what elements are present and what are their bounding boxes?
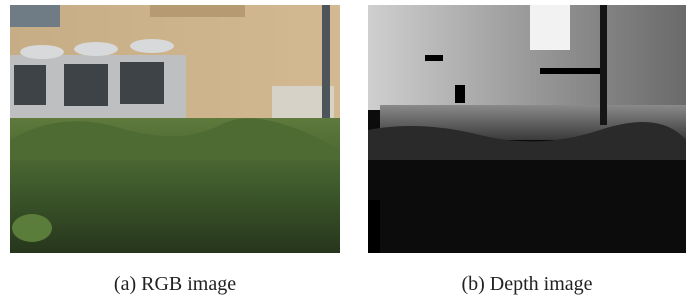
caption: (a) RGB image — [114, 273, 236, 295]
ac-fan — [74, 42, 118, 56]
depth-image — [368, 5, 686, 253]
caption: (b) Depth image — [461, 273, 592, 295]
depth-hole — [540, 68, 600, 74]
window-sill — [150, 5, 245, 17]
depth-bright-patch — [530, 5, 570, 50]
leaf — [12, 214, 52, 242]
ac-fan — [20, 45, 64, 59]
ac-grille — [14, 65, 46, 105]
window — [10, 5, 60, 27]
ac-grille — [64, 64, 108, 106]
depth-pole — [600, 5, 607, 125]
ac-grille — [120, 62, 164, 104]
ac-fan — [130, 39, 174, 53]
figure: (a) RGB image (b) Depth image — [0, 0, 689, 299]
depth-hole — [368, 200, 380, 253]
rgb-image — [10, 5, 340, 253]
depth-hole — [455, 85, 465, 103]
depth-hole — [425, 55, 443, 61]
depth-far — [368, 5, 686, 110]
